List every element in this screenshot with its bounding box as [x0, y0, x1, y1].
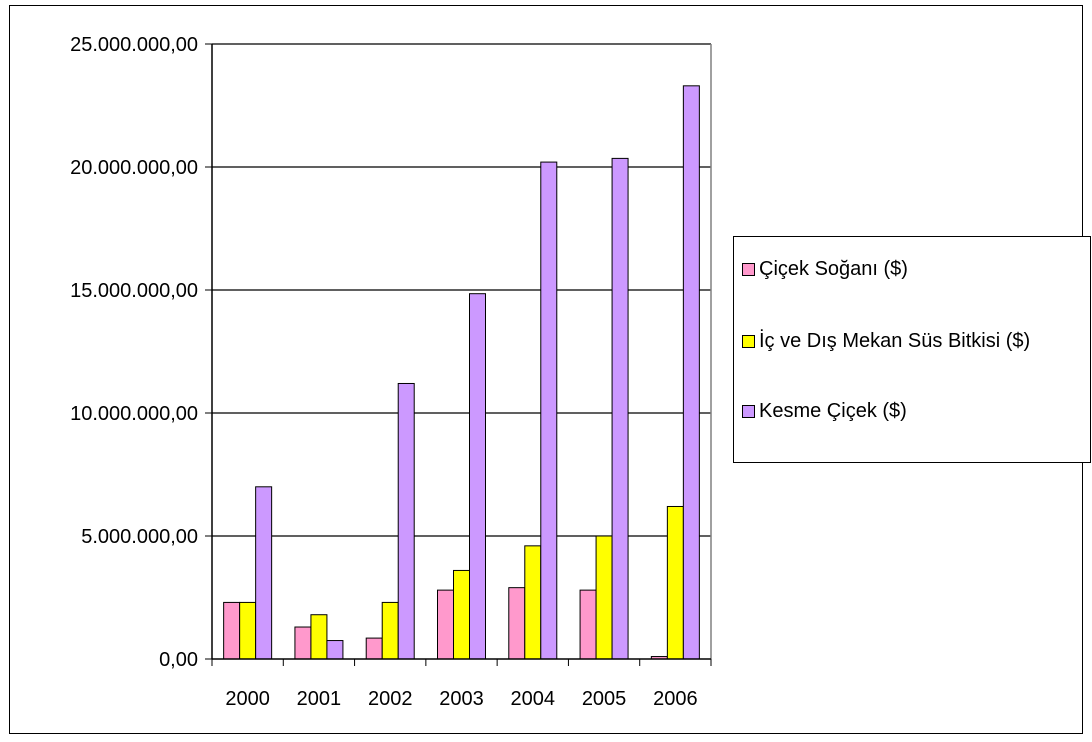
bar-2002-s1 [381, 601, 399, 660]
bar-2000-s0 [223, 601, 241, 660]
bar-2001-s2 [326, 640, 344, 660]
legend-swatch-cicek-sogani [742, 263, 755, 276]
x-tick-label: 2003 [439, 688, 484, 710]
y-tick-label: 20.000.000,00 [70, 157, 198, 179]
bar-2004-s0 [508, 587, 526, 660]
y-tick-label: 0,00 [159, 649, 198, 671]
bars [223, 85, 700, 660]
legend-swatch-ic-dis-mekan [742, 335, 755, 348]
legend-label-ic-dis-mekan: İç ve Dış Mekan Süs Bitkisi ($) [759, 330, 1031, 352]
legend-label-kesme-cicek: Kesme Çiçek ($) [759, 400, 907, 422]
legend-item-kesme-cicek: Kesme Çiçek ($) [742, 399, 1079, 423]
bar-2002-s0 [365, 637, 383, 660]
y-tick-label: 15.000.000,00 [70, 280, 198, 302]
bar-2005-s1 [595, 535, 613, 660]
bar-2006-s1 [666, 505, 684, 660]
legend-swatch-kesme-cicek [742, 405, 755, 418]
legend-label-cicek-sogani: Çiçek Soğanı ($) [759, 258, 908, 280]
x-tick-label: 2005 [582, 688, 627, 710]
legend-item-cicek-sogani: Çiçek Soğanı ($) [742, 257, 1079, 281]
x-tick-label: 2002 [368, 688, 413, 710]
bar-2004-s2 [540, 161, 558, 660]
bar-2003-s0 [437, 589, 454, 660]
bar-2003-s2 [469, 293, 486, 660]
bar-2001-s0 [294, 626, 312, 660]
x-tick-label: 2000 [225, 688, 270, 710]
bar-2004-s1 [524, 545, 542, 660]
y-tick-label: 10.000.000,00 [70, 403, 198, 425]
y-tick-label: 5.000.000,00 [81, 526, 198, 548]
x-tick-label: 2001 [297, 688, 342, 710]
x-tick-label: 2004 [511, 688, 556, 710]
gridlines [212, 43, 711, 537]
bar-2006-s2 [682, 85, 700, 660]
bar-2000-s2 [255, 486, 273, 660]
bar-2001-s1 [310, 614, 328, 660]
bar-2000-s1 [239, 601, 257, 660]
legend-item-ic-dis-mekan: İç ve Dış Mekan Süs Bitkisi ($) [742, 329, 1079, 353]
y-tick-labels: 0,00 5.000.000,00 10.000.000,00 15.000.000,… [70, 34, 198, 671]
x-tick-labels: 2000 2001 2002 2003 2004 2005 2006 [225, 688, 697, 710]
bar-2003-s1 [453, 569, 470, 660]
y-tick-label: 25.000.000,00 [70, 34, 198, 56]
x-tick-label: 2006 [653, 688, 698, 710]
axes [205, 43, 712, 666]
bar-2005-s0 [579, 589, 597, 660]
legend: Çiçek Soğanı ($) İç ve Dış Mekan Süs Bit… [733, 236, 1091, 463]
bar-2005-s2 [611, 157, 629, 660]
bar-2002-s2 [397, 382, 415, 660]
